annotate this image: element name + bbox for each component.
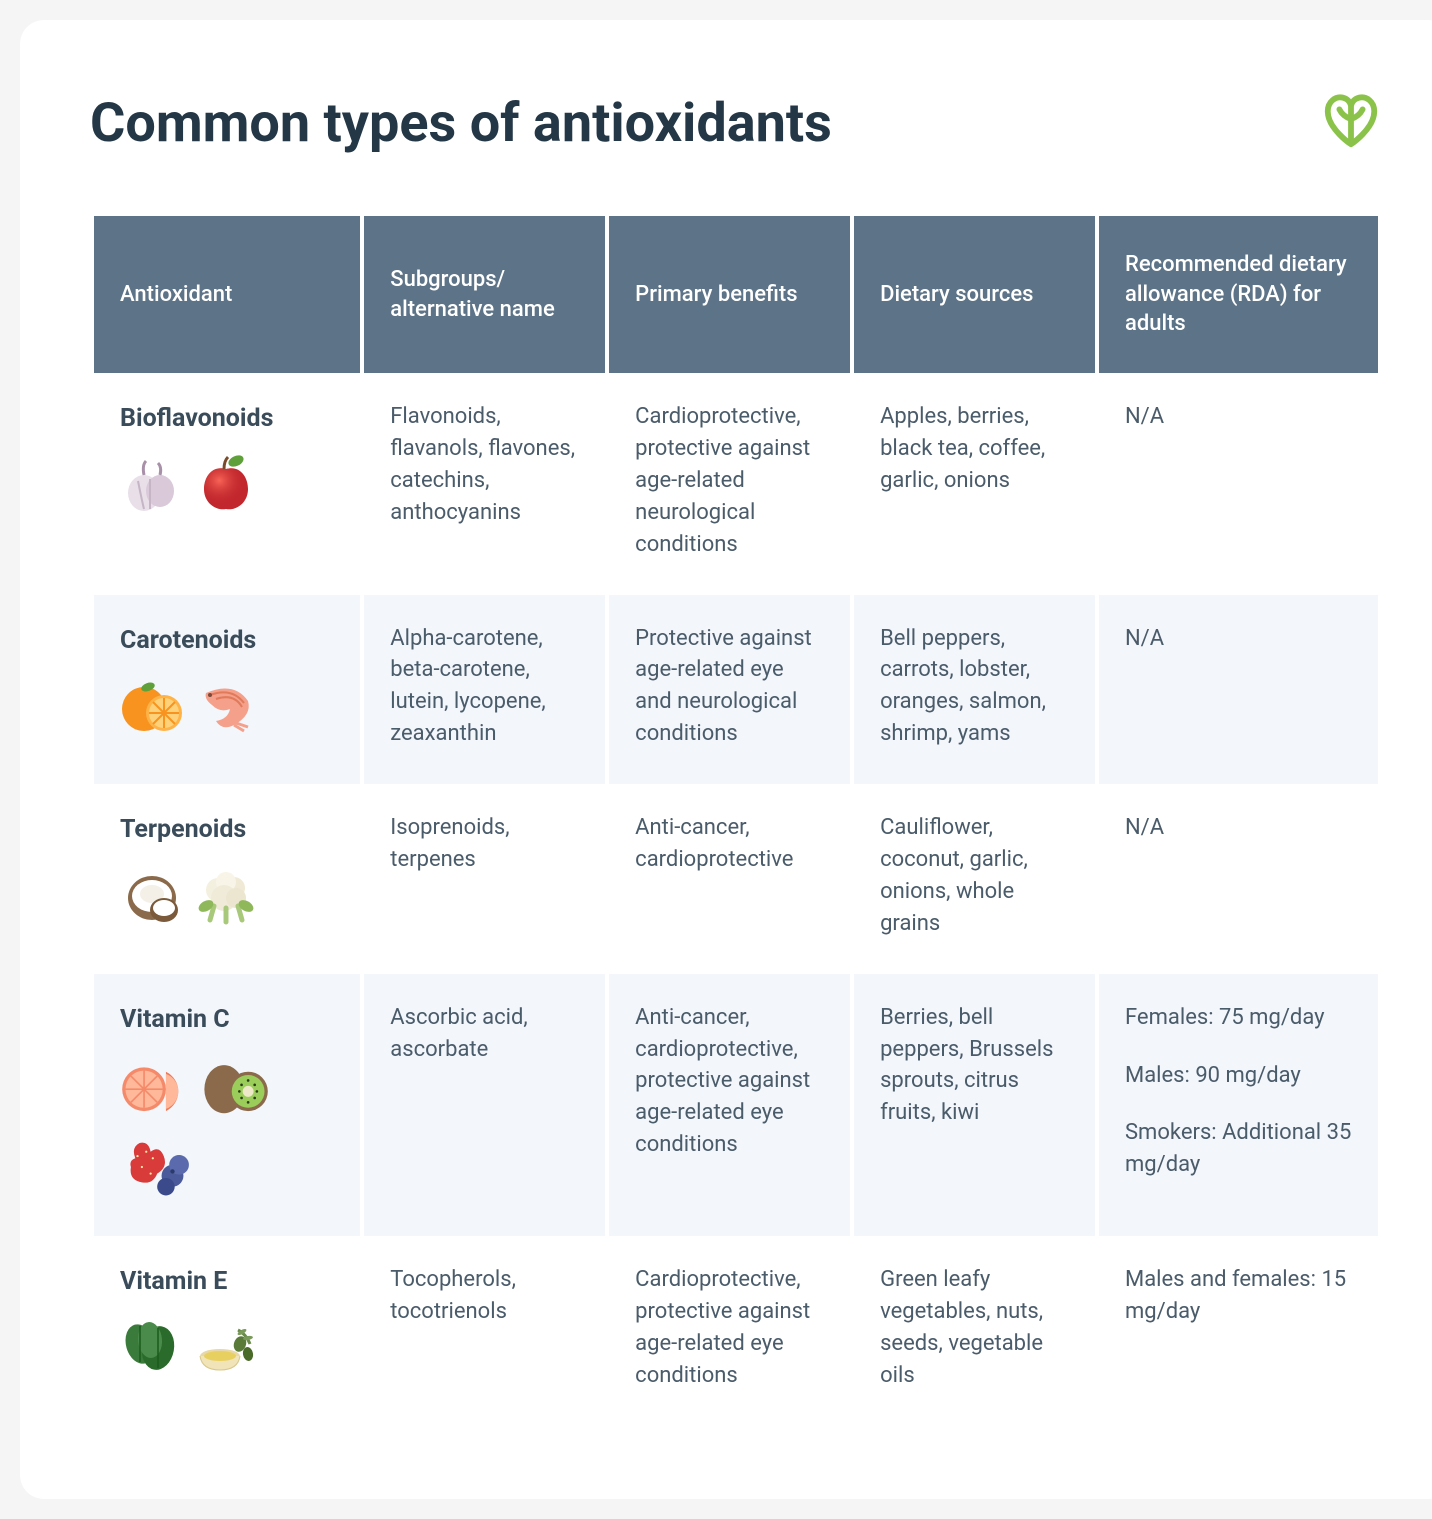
- table-row: Vitamin E Tocopherols, tocotrienols Card…: [94, 1236, 1378, 1426]
- card-header: Common types of antioxidants: [90, 90, 1382, 156]
- cell-subgroups: Tocopherols, tocotrienols: [364, 1236, 605, 1426]
- cell-antioxidant: Terpenoids: [94, 784, 360, 974]
- rda-line: Females: 75 mg/day: [1125, 1002, 1352, 1034]
- cauliflower-icon: [194, 862, 258, 926]
- kiwi-icon: [200, 1052, 270, 1122]
- page-title: Common types of antioxidants: [90, 92, 832, 155]
- antioxidant-name: Vitamin E: [120, 1264, 334, 1300]
- antioxidant-name: Vitamin C: [120, 1002, 334, 1038]
- cell-antioxidant: Bioflavonoids: [94, 373, 360, 594]
- rda-line: Smokers: Additional 35 mg/day: [1125, 1117, 1352, 1181]
- cell-rda: Females: 75 mg/day Males: 90 mg/day Smok…: [1099, 974, 1378, 1236]
- cell-antioxidant: Vitamin C: [94, 974, 360, 1236]
- shrimp-icon: [194, 673, 258, 737]
- cell-rda: N/A: [1099, 373, 1378, 594]
- cell-benefits: Anti-cancer, cardioprotective, protectiv…: [609, 974, 850, 1236]
- grapefruit-icon: [120, 1052, 190, 1122]
- cell-benefits: Cardioprotective, protective against age…: [609, 1236, 850, 1426]
- olive-oil-icon: [194, 1314, 258, 1378]
- cell-rda: N/A: [1099, 784, 1378, 974]
- spinach-icon: [120, 1314, 184, 1378]
- cell-subgroups: Flavonoids, flavanols, flavones, catechi…: [364, 373, 605, 594]
- antioxidant-name: Bioflavonoids: [120, 401, 334, 437]
- cell-sources: Bell peppers, carrots, lobster, oranges,…: [854, 595, 1095, 785]
- food-icons: [120, 451, 334, 515]
- cell-subgroups: Isoprenoids, terpenes: [364, 784, 605, 974]
- berries-icon: [120, 1132, 190, 1202]
- food-icons: [120, 862, 334, 926]
- table-row: Vitamin C Ascorbic acid, ascorbate Anti-…: [94, 974, 1378, 1236]
- table-row: Terpenoids Isoprenoids, terpenes Anti-ca…: [94, 784, 1378, 974]
- brand-logo-icon: [1320, 90, 1382, 156]
- garlic-icon: [120, 451, 184, 515]
- cell-antioxidant: Carotenoids: [94, 595, 360, 785]
- cell-benefits: Protective against age-related eye and n…: [609, 595, 850, 785]
- antioxidants-table: Antioxidant Subgroups/ alternative name …: [90, 216, 1382, 1425]
- cell-rda: Males and females: 15 mg/day: [1099, 1236, 1378, 1426]
- cell-sources: Green leafy vegetables, nuts, seeds, veg…: [854, 1236, 1095, 1426]
- col-rda: Recommended dietary allowance (RDA) for …: [1099, 216, 1378, 373]
- col-antioxidant: Antioxidant: [94, 216, 360, 373]
- cell-sources: Cauliflower, coconut, garlic, onions, wh…: [854, 784, 1095, 974]
- orange-icon: [120, 673, 184, 737]
- cell-benefits: Cardioprotective, protective against age…: [609, 373, 850, 594]
- cell-subgroups: Ascorbic acid, ascorbate: [364, 974, 605, 1236]
- info-card: Common types of antioxidants Antioxidant…: [20, 20, 1432, 1499]
- cell-benefits: Anti-cancer, cardioprotective: [609, 784, 850, 974]
- rda-line: Males: 90 mg/day: [1125, 1060, 1352, 1092]
- table-header-row: Antioxidant Subgroups/ alternative name …: [94, 216, 1378, 373]
- coconut-icon: [120, 862, 184, 926]
- food-icons: [120, 1052, 334, 1202]
- cell-antioxidant: Vitamin E: [94, 1236, 360, 1426]
- antioxidant-name: Carotenoids: [120, 623, 334, 659]
- food-icons: [120, 673, 334, 737]
- cell-rda: N/A: [1099, 595, 1378, 785]
- table-row: Bioflavonoids Flavonoids, flavanols, fla…: [94, 373, 1378, 594]
- table-row: Carotenoids Alpha-carotene, beta-caroten…: [94, 595, 1378, 785]
- apple-icon: [194, 451, 258, 515]
- col-subgroups: Subgroups/ alternative name: [364, 216, 605, 373]
- col-benefits: Primary benefits: [609, 216, 850, 373]
- cell-subgroups: Alpha-carotene, beta-carotene, lutein, l…: [364, 595, 605, 785]
- col-sources: Dietary sources: [854, 216, 1095, 373]
- cell-sources: Apples, berries, black tea, coffee, garl…: [854, 373, 1095, 594]
- cell-sources: Berries, bell peppers, Brussels sprouts,…: [854, 974, 1095, 1236]
- antioxidant-name: Terpenoids: [120, 812, 334, 848]
- food-icons: [120, 1314, 334, 1378]
